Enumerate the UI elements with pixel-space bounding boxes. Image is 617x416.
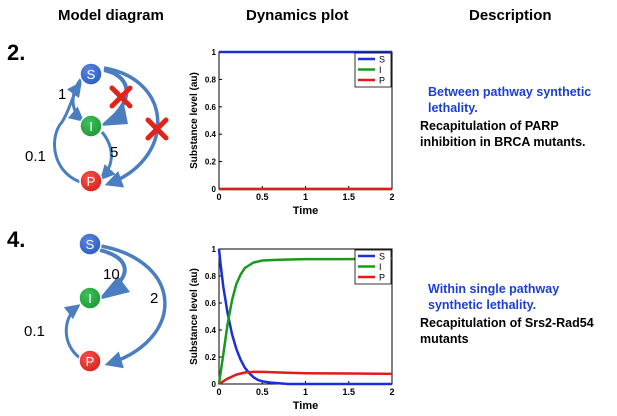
edge-label-i-to-p: 5 (110, 144, 118, 161)
node-i (79, 114, 103, 138)
y-axis-label: Substance level (au) (189, 72, 200, 169)
node-s-label: S (86, 237, 95, 252)
series-line-s (217, 248, 392, 386)
header-model-diagram: Model diagram (58, 7, 164, 24)
edge-label-p-to-i: 0.1 (24, 323, 45, 340)
description-body: Recapitulation of PARP inhibition in BRC… (420, 119, 586, 149)
node-p-label: P (87, 174, 96, 189)
description-title: Between pathway synthetic lethality. (428, 85, 592, 115)
row-number-2: 2. (7, 40, 26, 65)
description-title: Within single pathway synthetic lethalit… (428, 282, 560, 312)
legend-label: S (379, 252, 385, 262)
x-tick-label: 1 (303, 192, 308, 202)
y-tick-label: 1 (212, 48, 217, 57)
y-tick-label: 0.4 (205, 130, 217, 139)
cross-mark-1 (109, 85, 133, 109)
y-tick-label: 0.6 (205, 299, 217, 308)
x-tick-label: 1.5 (342, 192, 355, 202)
x-tick-label: 1.5 (342, 387, 355, 397)
model-diagram-row2: S I P 1 5 0.1 (25, 62, 169, 193)
x-tick-label: 0.5 (256, 387, 269, 397)
x-tick-label: 2 (389, 387, 394, 397)
y-tick-label: 0.8 (205, 272, 217, 281)
description-row4: Within single pathway synthetic lethalit… (420, 281, 595, 347)
description-body: Recapitulation of Srs2-Rad54 mutants (420, 316, 594, 346)
node-s-label: S (87, 67, 96, 82)
legend-label: I (379, 65, 382, 75)
edge-label-s-to-i: 1 (58, 86, 66, 103)
model-diagram-row4: S I P 10 2 0.1 (24, 232, 167, 373)
node-p (78, 349, 102, 373)
x-tick-label: 1 (303, 387, 308, 397)
edge-s-to-p (103, 66, 160, 188)
edge-label-s-to-p: 2 (150, 290, 158, 307)
x-tick-label: 0 (216, 192, 221, 202)
node-p-label: P (86, 354, 95, 369)
legend-label: S (379, 55, 385, 65)
dynamics-plot-row4: 0 0.5 1 1.5 2 0 0.2 0.4 0.6 0.8 1 Time Substance lev… (189, 245, 395, 412)
y-tick-label: 0.2 (205, 158, 217, 167)
node-s (79, 62, 103, 86)
dynamics-plot-row2: 0 0.5 1 1.5 2 0 0.2 0.4 0.6 0.8 1 Time Substance lev… (189, 48, 395, 217)
thick-arrowhead (98, 276, 130, 300)
y-tick-label: 0 (212, 185, 217, 194)
y-axis-label: Substance level (au) (189, 268, 200, 365)
node-i-label: I (88, 291, 92, 306)
legend-label: I (379, 262, 382, 272)
edge-label-p-to-s: 0.1 (25, 148, 46, 165)
node-s (78, 232, 102, 256)
row-number-4: 4. (7, 227, 26, 252)
cross-mark-2 (145, 117, 169, 141)
edge-i-to-p (99, 131, 116, 181)
node-p (79, 169, 103, 193)
y-tick-label: 0 (212, 380, 217, 389)
description-row2: Between pathway synthetic lethality. Rec… (420, 84, 610, 150)
legend-label: P (379, 76, 385, 86)
header-description: Description (469, 7, 552, 24)
y-tick-label: 1 (212, 245, 217, 254)
edge-p-to-s (53, 81, 82, 184)
x-tick-label: 0 (216, 387, 221, 397)
x-axis-label: Time (293, 205, 318, 217)
node-i-label: I (89, 119, 93, 134)
x-axis-label: Time (293, 400, 318, 412)
edge-s-to-i (67, 77, 85, 122)
edge-s-to-p (100, 244, 167, 369)
series-line-p (218, 370, 393, 386)
legend-label: P (379, 273, 385, 283)
x-tick-label: 2 (389, 192, 394, 202)
series-line-i (217, 257, 393, 385)
header-dynamics-plot: Dynamics plot (246, 7, 349, 24)
y-tick-label: 0.4 (205, 326, 217, 335)
y-tick-label: 0.6 (205, 103, 217, 112)
y-tick-label: 0.2 (205, 353, 217, 362)
x-tick-label: 0.5 (256, 192, 269, 202)
edge-p-to-i (63, 304, 81, 360)
thick-arrowhead (100, 104, 128, 126)
node-i (78, 286, 102, 310)
y-tick-label: 0.8 (205, 75, 217, 84)
edge-label-s-to-i: 10 (103, 266, 120, 283)
